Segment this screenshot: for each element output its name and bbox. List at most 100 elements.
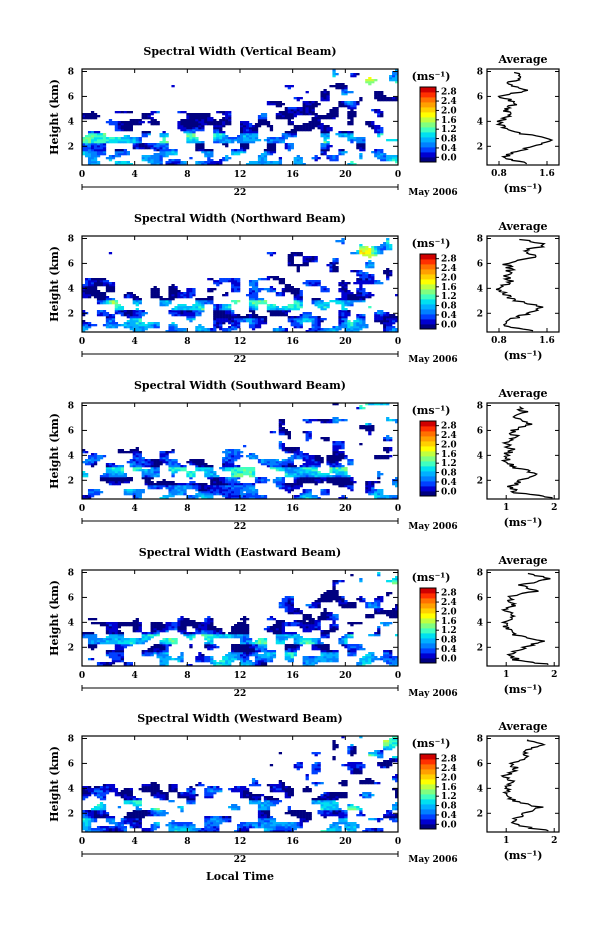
heatmap-cell bbox=[359, 278, 363, 281]
heatmap-cell bbox=[132, 121, 136, 124]
heatmap-cell bbox=[302, 316, 306, 319]
heatmap-cell bbox=[114, 644, 119, 647]
heatmap-cell bbox=[207, 656, 211, 659]
heatmap-cell bbox=[380, 250, 384, 253]
heatmap-cell bbox=[374, 252, 378, 255]
heatmap-cell bbox=[108, 626, 113, 629]
heatmap-cell bbox=[362, 137, 366, 140]
heatmap-cell bbox=[186, 292, 190, 295]
heatmap-cell bbox=[174, 469, 178, 472]
heatmap-cell bbox=[174, 638, 178, 641]
heatmap-cell bbox=[275, 161, 280, 164]
heatmap-cell bbox=[377, 320, 381, 323]
heatmap-cell bbox=[329, 461, 333, 464]
heatmap-cell bbox=[323, 149, 327, 152]
heatmap-cell bbox=[216, 284, 220, 287]
heatmap-cell bbox=[105, 630, 110, 633]
heatmap-cell bbox=[171, 151, 175, 154]
heatmap-cell bbox=[165, 163, 169, 166]
heatmap-cell bbox=[392, 314, 396, 317]
heatmap-cell bbox=[284, 288, 288, 291]
heatmap-cell bbox=[368, 264, 372, 267]
heatmap-cell bbox=[165, 483, 169, 486]
heatmap-cell bbox=[335, 449, 339, 452]
heatmap-cell bbox=[377, 495, 381, 498]
heatmap-cell bbox=[299, 475, 303, 478]
heatmap-cell bbox=[251, 473, 256, 476]
heatmap-cell bbox=[237, 477, 241, 480]
heatmap-cell bbox=[389, 495, 393, 498]
heatmap-cell bbox=[222, 457, 226, 460]
heatmap-cell bbox=[120, 638, 125, 641]
heatmap-cell bbox=[144, 463, 148, 466]
heatmap-cell bbox=[219, 328, 223, 331]
heatmap-cell bbox=[138, 497, 142, 500]
heatmap-cell bbox=[314, 103, 318, 106]
panel-title: Spectral Width (Eastward Beam) bbox=[139, 546, 341, 559]
heatmap-cell bbox=[326, 288, 330, 291]
heatmap-cell bbox=[237, 322, 241, 325]
heatmap-cell bbox=[135, 304, 139, 307]
heatmap-cell bbox=[174, 485, 178, 488]
heatmap-cell bbox=[93, 131, 98, 134]
heatmap-cell bbox=[135, 455, 139, 458]
heatmap-cell bbox=[251, 495, 256, 498]
heatmap-cell bbox=[132, 457, 136, 460]
heatmap-cell bbox=[392, 71, 396, 74]
heatmap-cell bbox=[275, 483, 280, 486]
heatmap-cell bbox=[287, 131, 291, 134]
heatmap-cell bbox=[335, 467, 339, 470]
heatmap-cell bbox=[395, 495, 399, 498]
heatmap-cell bbox=[204, 151, 208, 154]
heatmap-cell bbox=[359, 274, 363, 277]
heatmap-cell bbox=[114, 652, 119, 655]
average-x-tick-label: 0.8 bbox=[491, 336, 507, 346]
heatmap-cell bbox=[335, 268, 339, 271]
heatmap-cell bbox=[222, 479, 226, 482]
heatmap-cell bbox=[350, 103, 354, 106]
heatmap-cell bbox=[344, 282, 348, 285]
heatmap-cell bbox=[368, 489, 372, 492]
heatmap-cell bbox=[350, 483, 354, 486]
heatmap-cell bbox=[210, 646, 214, 649]
heatmap-cell bbox=[90, 646, 95, 649]
heatmap-cell bbox=[365, 252, 369, 255]
heatmap-cell bbox=[126, 161, 130, 164]
heatmap-cell bbox=[114, 322, 119, 325]
heatmap-cell bbox=[147, 113, 151, 116]
heatmap-cell bbox=[359, 276, 363, 279]
heatmap-cell bbox=[302, 256, 306, 259]
heatmap-cell bbox=[159, 451, 163, 454]
heatmap-cell bbox=[198, 125, 202, 128]
heatmap-cell bbox=[290, 318, 294, 321]
heatmap-cell bbox=[168, 658, 172, 661]
heatmap-cell bbox=[248, 290, 253, 293]
heatmap-cell bbox=[168, 469, 172, 472]
heatmap-cell bbox=[245, 493, 250, 496]
heatmap-cell bbox=[371, 282, 375, 285]
heatmap-cell bbox=[311, 121, 315, 124]
heatmap-cell bbox=[99, 282, 104, 285]
heatmap-cell bbox=[341, 312, 345, 315]
heatmap-cell bbox=[284, 429, 288, 432]
heatmap-cell bbox=[368, 254, 372, 257]
heatmap-cell bbox=[180, 308, 184, 311]
heatmap-cell bbox=[207, 640, 211, 643]
heatmap-cell bbox=[159, 483, 163, 486]
heatmap-cell bbox=[347, 133, 351, 136]
heatmap-cell bbox=[225, 320, 229, 323]
average-x-tick-label: 1.6 bbox=[539, 169, 555, 179]
heatmap-cell bbox=[93, 493, 98, 496]
heatmap-cell bbox=[299, 324, 303, 327]
heatmap-cell bbox=[275, 276, 280, 279]
heatmap-cell bbox=[225, 449, 229, 452]
heatmap-cell bbox=[377, 127, 381, 130]
heatmap-cell bbox=[356, 252, 360, 255]
heatmap-cell bbox=[135, 330, 139, 333]
heatmap-cell bbox=[302, 469, 306, 472]
heatmap-cell bbox=[263, 459, 268, 462]
heatmap-cell bbox=[189, 320, 193, 323]
heatmap-cell bbox=[347, 115, 351, 118]
heatmap-cell bbox=[90, 457, 95, 460]
heatmap-cell bbox=[180, 630, 184, 633]
